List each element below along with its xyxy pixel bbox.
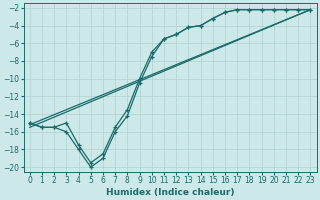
- X-axis label: Humidex (Indice chaleur): Humidex (Indice chaleur): [106, 188, 234, 197]
